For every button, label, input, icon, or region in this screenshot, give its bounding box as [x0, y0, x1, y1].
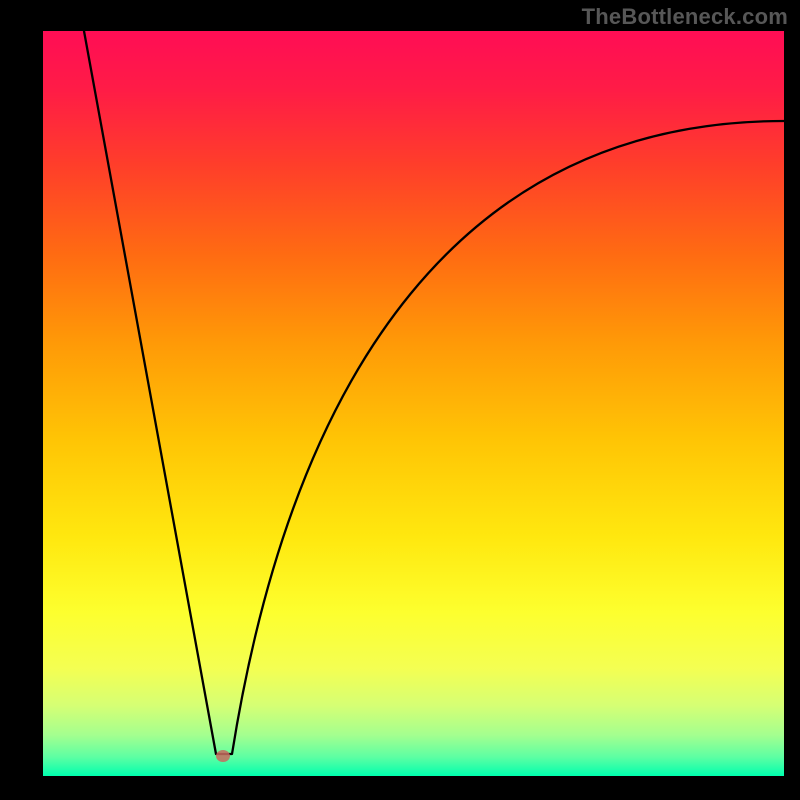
plot-area	[43, 31, 784, 776]
frame-border	[0, 776, 800, 800]
watermark: TheBottleneck.com	[582, 4, 788, 30]
valley-marker	[216, 750, 230, 762]
frame-border	[784, 0, 800, 800]
bottleneck-curve	[43, 31, 784, 776]
frame-border	[0, 0, 43, 800]
curve-path	[84, 31, 784, 754]
